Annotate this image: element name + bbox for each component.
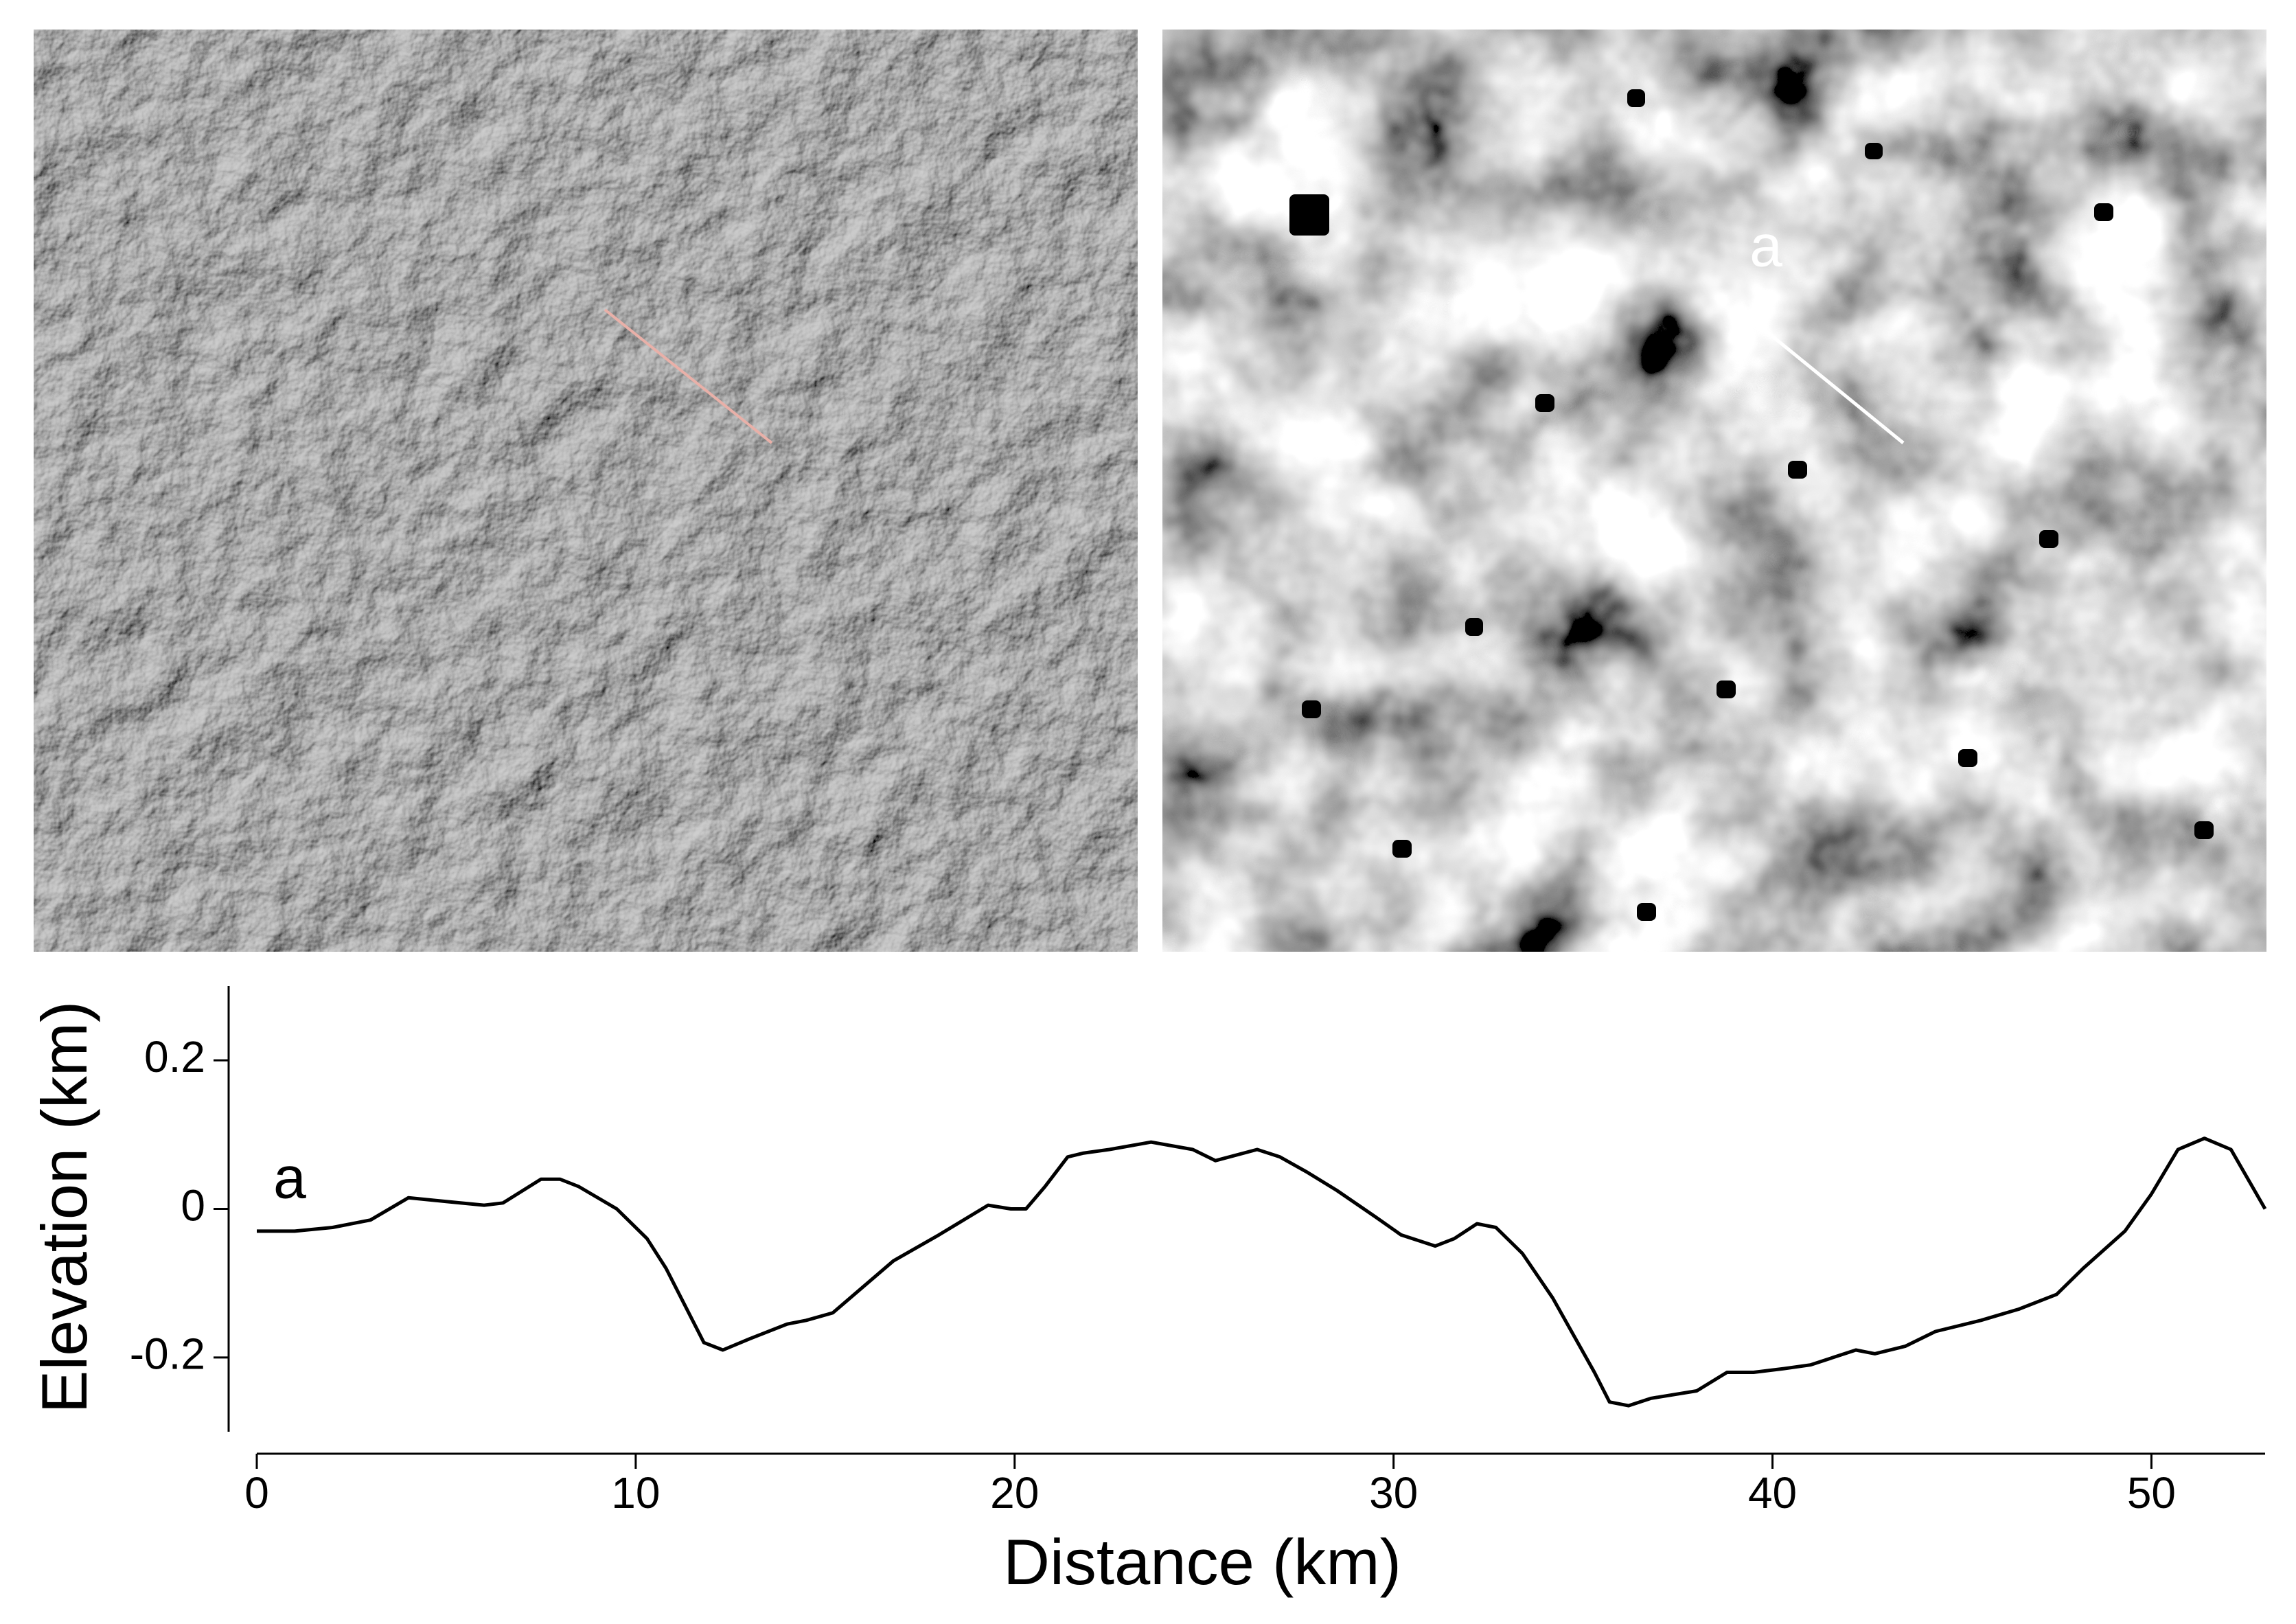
x-tick-label: 0: [244, 1468, 269, 1518]
x-tick-label: 20: [990, 1468, 1039, 1518]
relief-texture: [34, 30, 1138, 952]
x-tick-label: 40: [1748, 1468, 1797, 1518]
profile-line: [604, 308, 773, 444]
shaded-relief-image: [34, 30, 1138, 952]
y-axis-title: Elevation (km): [28, 1001, 100, 1414]
x-tick-label: 10: [611, 1468, 660, 1518]
profile-label: a: [273, 1145, 306, 1211]
elevation-image: a: [1162, 30, 2266, 952]
profile-line: [1735, 306, 1905, 444]
profile-chart: Distance (km) Elevation (km) a -0.2 0 0.2 0…: [28, 986, 2267, 1598]
x-axis-title: Distance (km): [1003, 1526, 1401, 1598]
y-tick-label: -0.2: [130, 1329, 205, 1379]
x-tick-label: 50: [2127, 1468, 2176, 1518]
elevation-texture: [1162, 30, 2266, 952]
y-tick-label: 0.2: [144, 1032, 205, 1082]
x-tick-label: 30: [1369, 1468, 1418, 1518]
y-tick-label: 0: [181, 1180, 205, 1230]
data-gaps: [1289, 89, 2214, 921]
profile-label: a: [1749, 214, 1782, 279]
profile-line: [257, 1136, 2267, 1408]
